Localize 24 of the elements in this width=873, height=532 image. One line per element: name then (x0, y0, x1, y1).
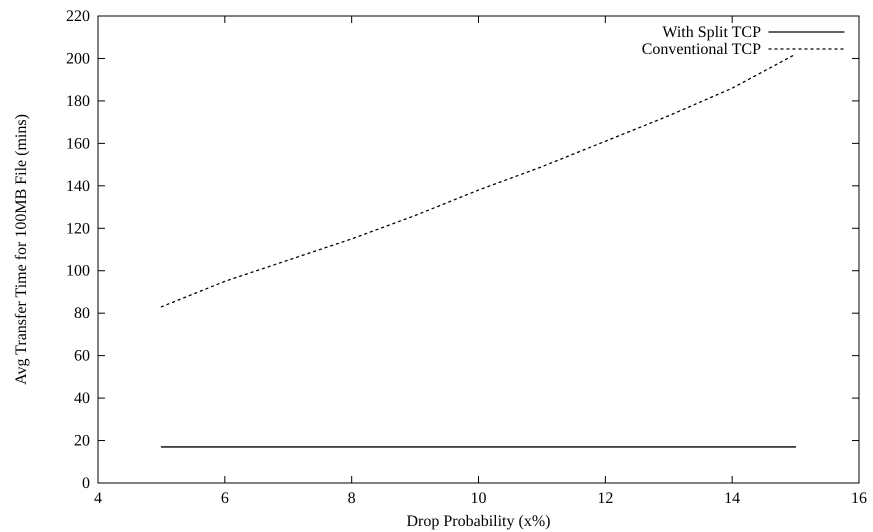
y-tick-label: 160 (66, 135, 90, 152)
y-tick-label: 180 (66, 92, 90, 110)
x-tick-label: 16 (851, 490, 867, 507)
y-tick-label: 120 (66, 220, 90, 238)
y-axis-title: Avg Transfer Time for 100MB File (mins) (13, 114, 30, 385)
x-tick-label: 4 (94, 490, 102, 507)
x-tick-label: 12 (597, 490, 614, 507)
y-tick-label: 200 (66, 50, 90, 68)
y-tick-label: 0 (82, 475, 90, 492)
y-tick-label: 140 (66, 178, 90, 195)
legend-label: Conventional TCP (642, 41, 762, 58)
y-tick-label: 40 (74, 390, 90, 408)
y-tick-label: 80 (74, 305, 90, 322)
y-tick-label: 20 (74, 432, 90, 450)
x-tick-label: 6 (220, 490, 229, 507)
y-tick-label: 60 (74, 348, 90, 365)
line-series (160, 54, 796, 308)
x-tick-label: 10 (470, 490, 486, 507)
x-tick-label: 8 (348, 490, 356, 507)
x-axis-title: Drop Probability (x%) (406, 513, 550, 530)
legend-label: With Split TCP (662, 24, 762, 41)
y-tick-label: 100 (66, 262, 90, 280)
y-tick-label: 220 (66, 8, 90, 25)
x-tick-label: 14 (724, 490, 740, 507)
